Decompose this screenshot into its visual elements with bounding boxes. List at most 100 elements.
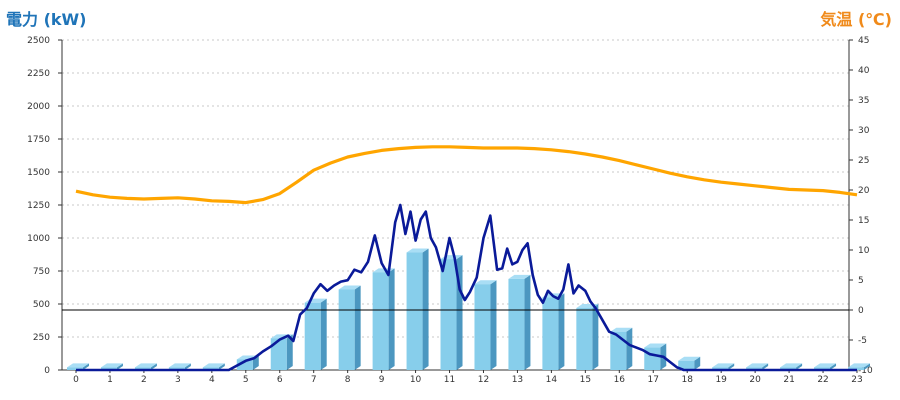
bar-side xyxy=(796,363,803,370)
bar xyxy=(474,284,491,370)
bar-top xyxy=(712,363,735,368)
x-tick-label: 14 xyxy=(546,375,558,385)
left-tick-label: 250 xyxy=(33,333,50,343)
bar xyxy=(678,360,695,370)
x-tick-label: 4 xyxy=(209,375,215,385)
bar xyxy=(712,367,729,370)
bar-side xyxy=(626,327,633,370)
bar xyxy=(440,259,457,370)
x-tick-label: 11 xyxy=(444,375,455,385)
x-tick-label: 0 xyxy=(73,375,79,385)
bar-top xyxy=(134,363,157,368)
x-tick-label: 18 xyxy=(681,375,693,385)
bar-side xyxy=(83,363,89,370)
bar xyxy=(746,367,763,370)
left-tick-label: 500 xyxy=(33,300,50,310)
bar-side xyxy=(524,274,531,370)
x-tick-label: 19 xyxy=(715,375,727,385)
left-axis-title: 電力 (kW) xyxy=(6,10,87,29)
bar-side xyxy=(150,363,157,370)
bar-side xyxy=(422,248,429,370)
bar-side xyxy=(592,303,599,370)
bar-top xyxy=(100,363,123,368)
bar-side xyxy=(694,356,701,370)
bar xyxy=(508,278,525,370)
bar-top xyxy=(406,248,429,253)
right-tick-label: 40 xyxy=(858,66,870,76)
x-tick-label: 15 xyxy=(580,375,591,385)
right-tick-label: 5 xyxy=(858,276,864,286)
bar-top xyxy=(678,356,701,361)
bar-top xyxy=(780,363,803,368)
bar-top xyxy=(168,363,191,368)
left-tick-label: 1000 xyxy=(27,234,50,244)
right-tick-label: 10 xyxy=(858,246,870,256)
right-tick-label: 35 xyxy=(858,96,869,106)
bar-top xyxy=(814,363,837,368)
bar xyxy=(542,297,559,370)
x-tick-label: 2 xyxy=(141,375,147,385)
bar-side xyxy=(354,285,361,370)
bar xyxy=(304,302,321,370)
bar-side xyxy=(762,363,769,370)
right-tick-label: -5 xyxy=(858,336,867,346)
right-tick-label: 30 xyxy=(858,126,870,136)
bar xyxy=(270,338,287,370)
x-tick-label: 16 xyxy=(614,375,626,385)
right-tick-label: -10 xyxy=(858,366,873,376)
bar-side xyxy=(184,363,191,370)
left-tick-label: 1250 xyxy=(27,201,50,211)
bar xyxy=(372,272,389,370)
bar-side xyxy=(320,298,327,370)
bar xyxy=(576,307,593,370)
left-tick-label: 750 xyxy=(33,267,50,277)
x-tick-label: 7 xyxy=(311,375,317,385)
left-tick-label: 2500 xyxy=(27,36,50,46)
bar xyxy=(610,331,627,370)
right-tick-label: 0 xyxy=(858,306,864,316)
bar-side xyxy=(286,334,293,370)
x-tick-label: 1 xyxy=(107,375,113,385)
bar xyxy=(780,367,797,370)
right-tick-label: 20 xyxy=(858,186,870,196)
bar xyxy=(236,359,253,370)
x-tick-label: 6 xyxy=(277,375,283,385)
x-tick-label: 20 xyxy=(749,375,761,385)
bar-top xyxy=(610,327,633,332)
bar xyxy=(134,367,151,370)
temperature-line xyxy=(75,145,858,205)
power-line xyxy=(76,203,857,372)
right-axis-title: 気温 (℃) xyxy=(820,10,892,29)
left-tick-label: 1500 xyxy=(27,168,50,178)
x-tick-label: 10 xyxy=(410,375,422,385)
x-tick-label: 13 xyxy=(512,375,523,385)
bar xyxy=(100,367,117,370)
bar xyxy=(814,367,831,370)
bar-top xyxy=(746,363,769,368)
bar xyxy=(202,367,219,370)
bar-side xyxy=(490,280,497,370)
bar xyxy=(406,252,423,370)
bar-top xyxy=(338,285,361,290)
bar-side xyxy=(728,363,735,370)
left-tick-label: 2250 xyxy=(27,69,50,79)
bar xyxy=(338,289,355,370)
bar xyxy=(168,367,185,370)
x-tick-label: 9 xyxy=(379,375,385,385)
bar-side xyxy=(218,363,225,370)
x-tick-label: 3 xyxy=(175,375,181,385)
left-tick-label: 2000 xyxy=(27,102,50,112)
left-tick-label: 0 xyxy=(44,366,50,376)
x-tick-label: 17 xyxy=(648,375,659,385)
bar-top xyxy=(848,363,870,368)
right-tick-label: 25 xyxy=(858,156,869,166)
x-tick-label: 21 xyxy=(783,375,794,385)
right-tick-label: 15 xyxy=(858,216,869,226)
bar-side xyxy=(830,363,837,370)
bar-side xyxy=(864,363,870,370)
x-tick-label: 8 xyxy=(345,375,351,385)
bar-top xyxy=(474,280,497,285)
bar-side xyxy=(116,363,123,370)
x-tick-label: 23 xyxy=(851,375,862,385)
